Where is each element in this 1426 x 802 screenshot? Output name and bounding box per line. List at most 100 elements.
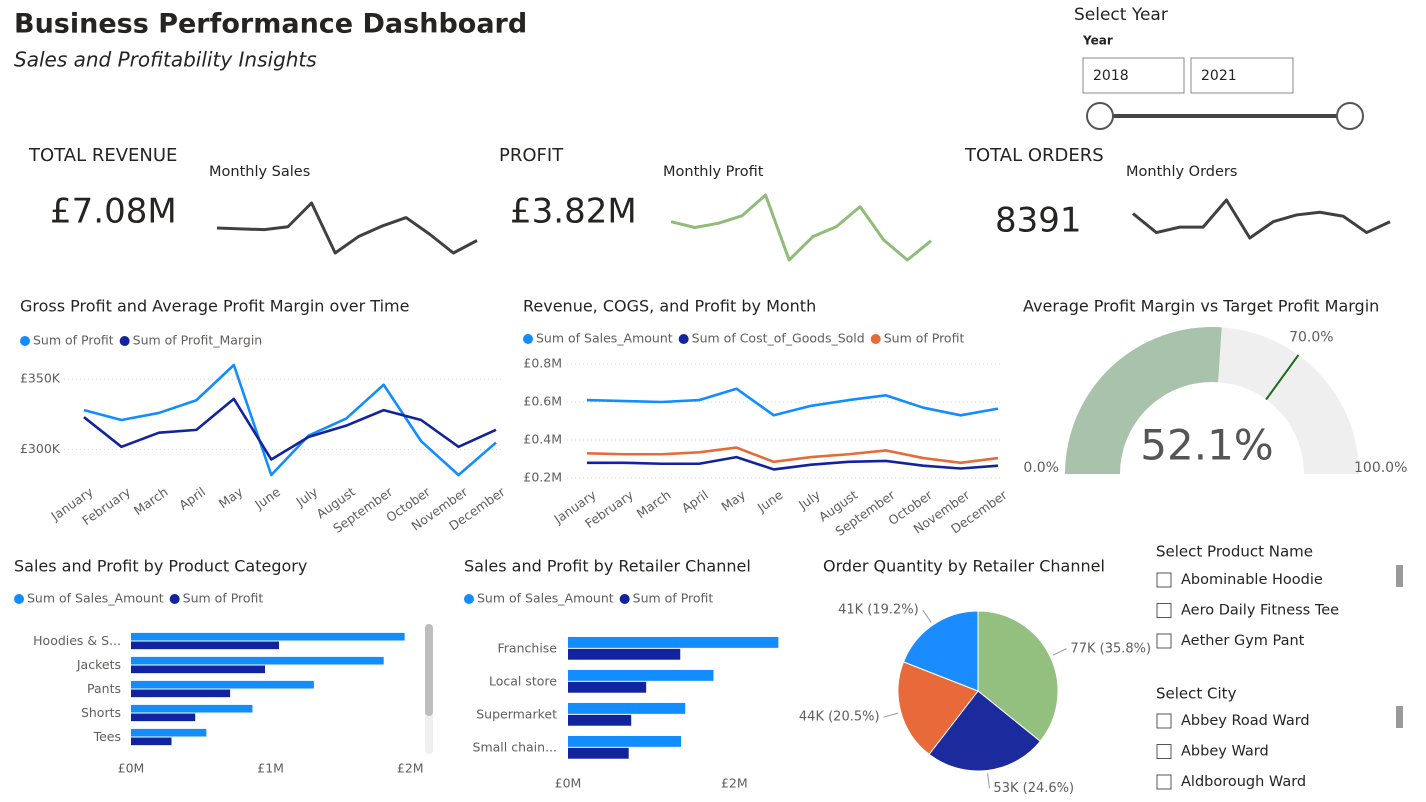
kpi-value: £3.82M (510, 192, 637, 232)
checkbox[interactable] (1156, 713, 1172, 729)
x-tick-label: £0M (555, 776, 582, 791)
chart-title: Gross Profit and Average Profit Margin o… (20, 297, 409, 316)
y-tick-label: Jackets (76, 657, 121, 672)
slicer-label: Year (1082, 34, 1113, 48)
y-tick-label: Tees (93, 729, 121, 744)
bar (131, 737, 172, 746)
line-series (587, 455, 999, 471)
bar (131, 713, 196, 722)
kpi-label: TOTAL REVENUE (28, 145, 177, 166)
legend-label: Sum of Sales_Amount (477, 591, 614, 606)
kpi-label: PROFIT (499, 145, 564, 166)
checkbox[interactable] (1156, 603, 1172, 618)
chart-title: Revenue, COGS, and Profit by Month (523, 297, 816, 316)
data-label: 77K (35.8%) (1070, 641, 1151, 656)
pie-slice (928, 690, 1041, 772)
y-tick-label: £0.8M (523, 356, 562, 371)
gauge-target-label: 70.0% (1289, 329, 1333, 345)
chart-title: Monthly Profit (663, 164, 764, 180)
chart-title: Sales and Profit by Product Category (14, 557, 307, 576)
x-tick-label: March (634, 487, 674, 521)
legend-label: Sum of Profit (884, 331, 965, 346)
legend-marker (169, 594, 180, 604)
checkbox[interactable] (1156, 744, 1172, 759)
bar (131, 665, 266, 674)
line-series (586, 446, 999, 465)
legend-marker (870, 334, 881, 344)
leader-line (1052, 648, 1067, 656)
year-end: 2021 (1201, 68, 1237, 84)
year-start-input[interactable] (1082, 57, 1185, 94)
data-label: 41K (19.2%) (838, 603, 919, 618)
bar (131, 689, 231, 698)
y-tick-label: Hoodies & S... (33, 633, 121, 648)
scrollbar-thumb[interactable] (1396, 565, 1403, 587)
gauge-min-label: 0.0% (1023, 460, 1059, 476)
year-slider-handle[interactable] (1086, 102, 1114, 130)
slicer-item: Aero Daily Fitness Tee (1181, 603, 1339, 619)
legend-label: Sum of Profit_Margin (133, 333, 263, 348)
y-tick-label: £350K (20, 371, 61, 386)
y-tick-label: Pants (87, 681, 121, 696)
x-tick-label: May (718, 487, 748, 514)
slicer-item: Abominable Hoodie (1181, 572, 1323, 588)
leader-line (883, 712, 899, 718)
year-slider-handle[interactable] (1336, 102, 1364, 130)
checkbox[interactable] (1156, 774, 1172, 790)
checkbox[interactable] (1156, 572, 1172, 588)
legend-label: Sum of Sales_Amount (27, 591, 164, 606)
pie-slice (902, 610, 979, 692)
line-series (83, 363, 497, 477)
legend-label: Sum of Cost_of_Goods_Sold (692, 331, 865, 346)
y-tick-label: £0.4M (523, 432, 562, 447)
legend-label: Sum of Profit (183, 591, 264, 606)
slicer-item: Aldborough Ward (1181, 774, 1306, 790)
y-tick-label: Small chain... (473, 739, 557, 754)
x-tick-label: £1M (257, 761, 284, 776)
scrollbar-thumb[interactable] (425, 624, 433, 716)
slicer-title: Select City (1156, 685, 1237, 703)
x-tick-label: £0M (118, 761, 145, 776)
legend-marker (523, 334, 533, 344)
sparkline (216, 201, 478, 255)
x-tick-label: £2M (721, 776, 748, 791)
bar (131, 641, 279, 650)
legend-marker (678, 334, 689, 344)
bar (131, 704, 253, 713)
line-series (83, 397, 497, 461)
bar (568, 636, 779, 648)
bar (568, 681, 647, 693)
slicer-item: Abbey Ward (1181, 744, 1269, 760)
checkbox[interactable] (1156, 633, 1172, 649)
pie-slice (897, 661, 979, 756)
pie-slice (977, 610, 1059, 742)
x-tick-label: May (216, 484, 246, 511)
data-label: 53K (24.6%) (993, 781, 1074, 796)
slicer-title: Select Product Name (1156, 543, 1313, 561)
gauge-value (1065, 327, 1222, 474)
legend-marker (119, 336, 130, 346)
dashboard-title: Business Performance Dashboard (14, 9, 527, 40)
sparkline (670, 193, 932, 262)
kpi-value: 8391 (995, 201, 1082, 241)
year-end-input[interactable] (1190, 57, 1294, 94)
y-tick-label: Franchise (498, 640, 558, 655)
legend-label: Sum of Sales_Amount (536, 331, 673, 346)
scrollbar-thumb[interactable] (1396, 706, 1403, 728)
chart-title: Sales and Profit by Retailer Channel (464, 557, 751, 576)
legend-marker (464, 594, 474, 604)
legend-marker (14, 594, 24, 604)
bar (568, 747, 629, 759)
x-tick-label: June (754, 487, 786, 516)
dashboard-subtitle: Sales and Profitability Insights (14, 48, 317, 72)
x-tick-label: £2M (397, 761, 424, 776)
x-tick-label: April (176, 484, 208, 513)
sparkline (1132, 198, 1391, 240)
slicer-title: Select Year (1074, 5, 1168, 25)
x-tick-label: June (251, 484, 283, 513)
legend-label: Sum of Profit (633, 591, 714, 606)
slicer-item: Abbey Road Ward (1181, 713, 1310, 729)
kpi-value: £7.08M (50, 192, 177, 232)
leader-line (987, 773, 990, 789)
